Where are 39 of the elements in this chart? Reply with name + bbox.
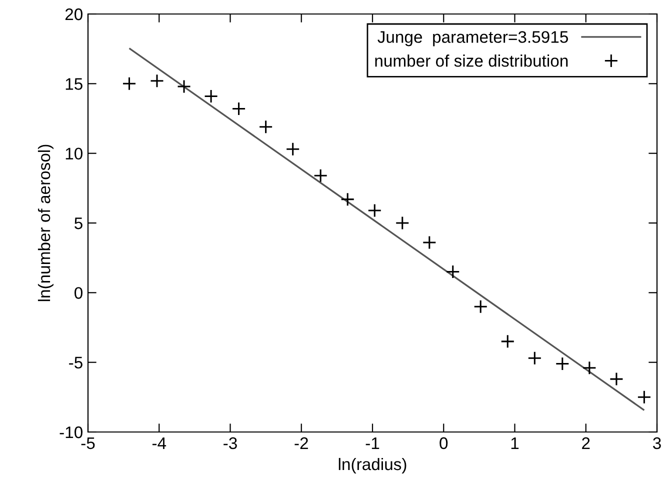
y-axis-title: ln(number of aerosol)	[38, 144, 54, 302]
point	[177, 79, 192, 94]
y-tick-label: 15	[66, 78, 82, 90]
point	[422, 235, 436, 250]
point	[232, 102, 246, 116]
x-axis-title: ln(radius)	[338, 458, 406, 474]
point	[258, 120, 273, 134]
x-tick-label: -3	[224, 437, 237, 450]
y-tick-label: 10	[66, 148, 82, 160]
x-tick-label: -4	[152, 437, 166, 449]
x-tick-label: -1	[366, 437, 380, 449]
y-tick-label: 20	[65, 8, 82, 20]
y-tick-label: -5	[69, 356, 82, 369]
point	[122, 76, 136, 91]
point	[609, 372, 624, 386]
point	[340, 192, 355, 206]
legend-label: Junge parameter=3.5915	[378, 31, 568, 46]
point	[446, 264, 460, 279]
legend-label: number of size distribution	[375, 54, 568, 67]
point	[637, 390, 652, 404]
point	[286, 142, 300, 156]
point	[368, 203, 382, 218]
y-tick-label: -10	[60, 426, 82, 438]
point	[474, 300, 488, 314]
x-tick-label: 3	[653, 437, 661, 450]
x-tick-label: 0	[440, 437, 448, 450]
point	[500, 334, 515, 348]
point	[528, 351, 542, 366]
point	[314, 168, 328, 183]
point	[204, 89, 218, 104]
point	[555, 356, 570, 371]
y-tick-label: 5	[74, 218, 82, 230]
point	[150, 74, 164, 88]
y-tick-label: 0	[74, 287, 82, 299]
x-tick-label: -2	[294, 437, 308, 449]
point	[395, 216, 410, 230]
x-tick-label: 2	[582, 437, 590, 449]
point	[582, 360, 596, 375]
x-tick-label: 1	[511, 437, 519, 449]
